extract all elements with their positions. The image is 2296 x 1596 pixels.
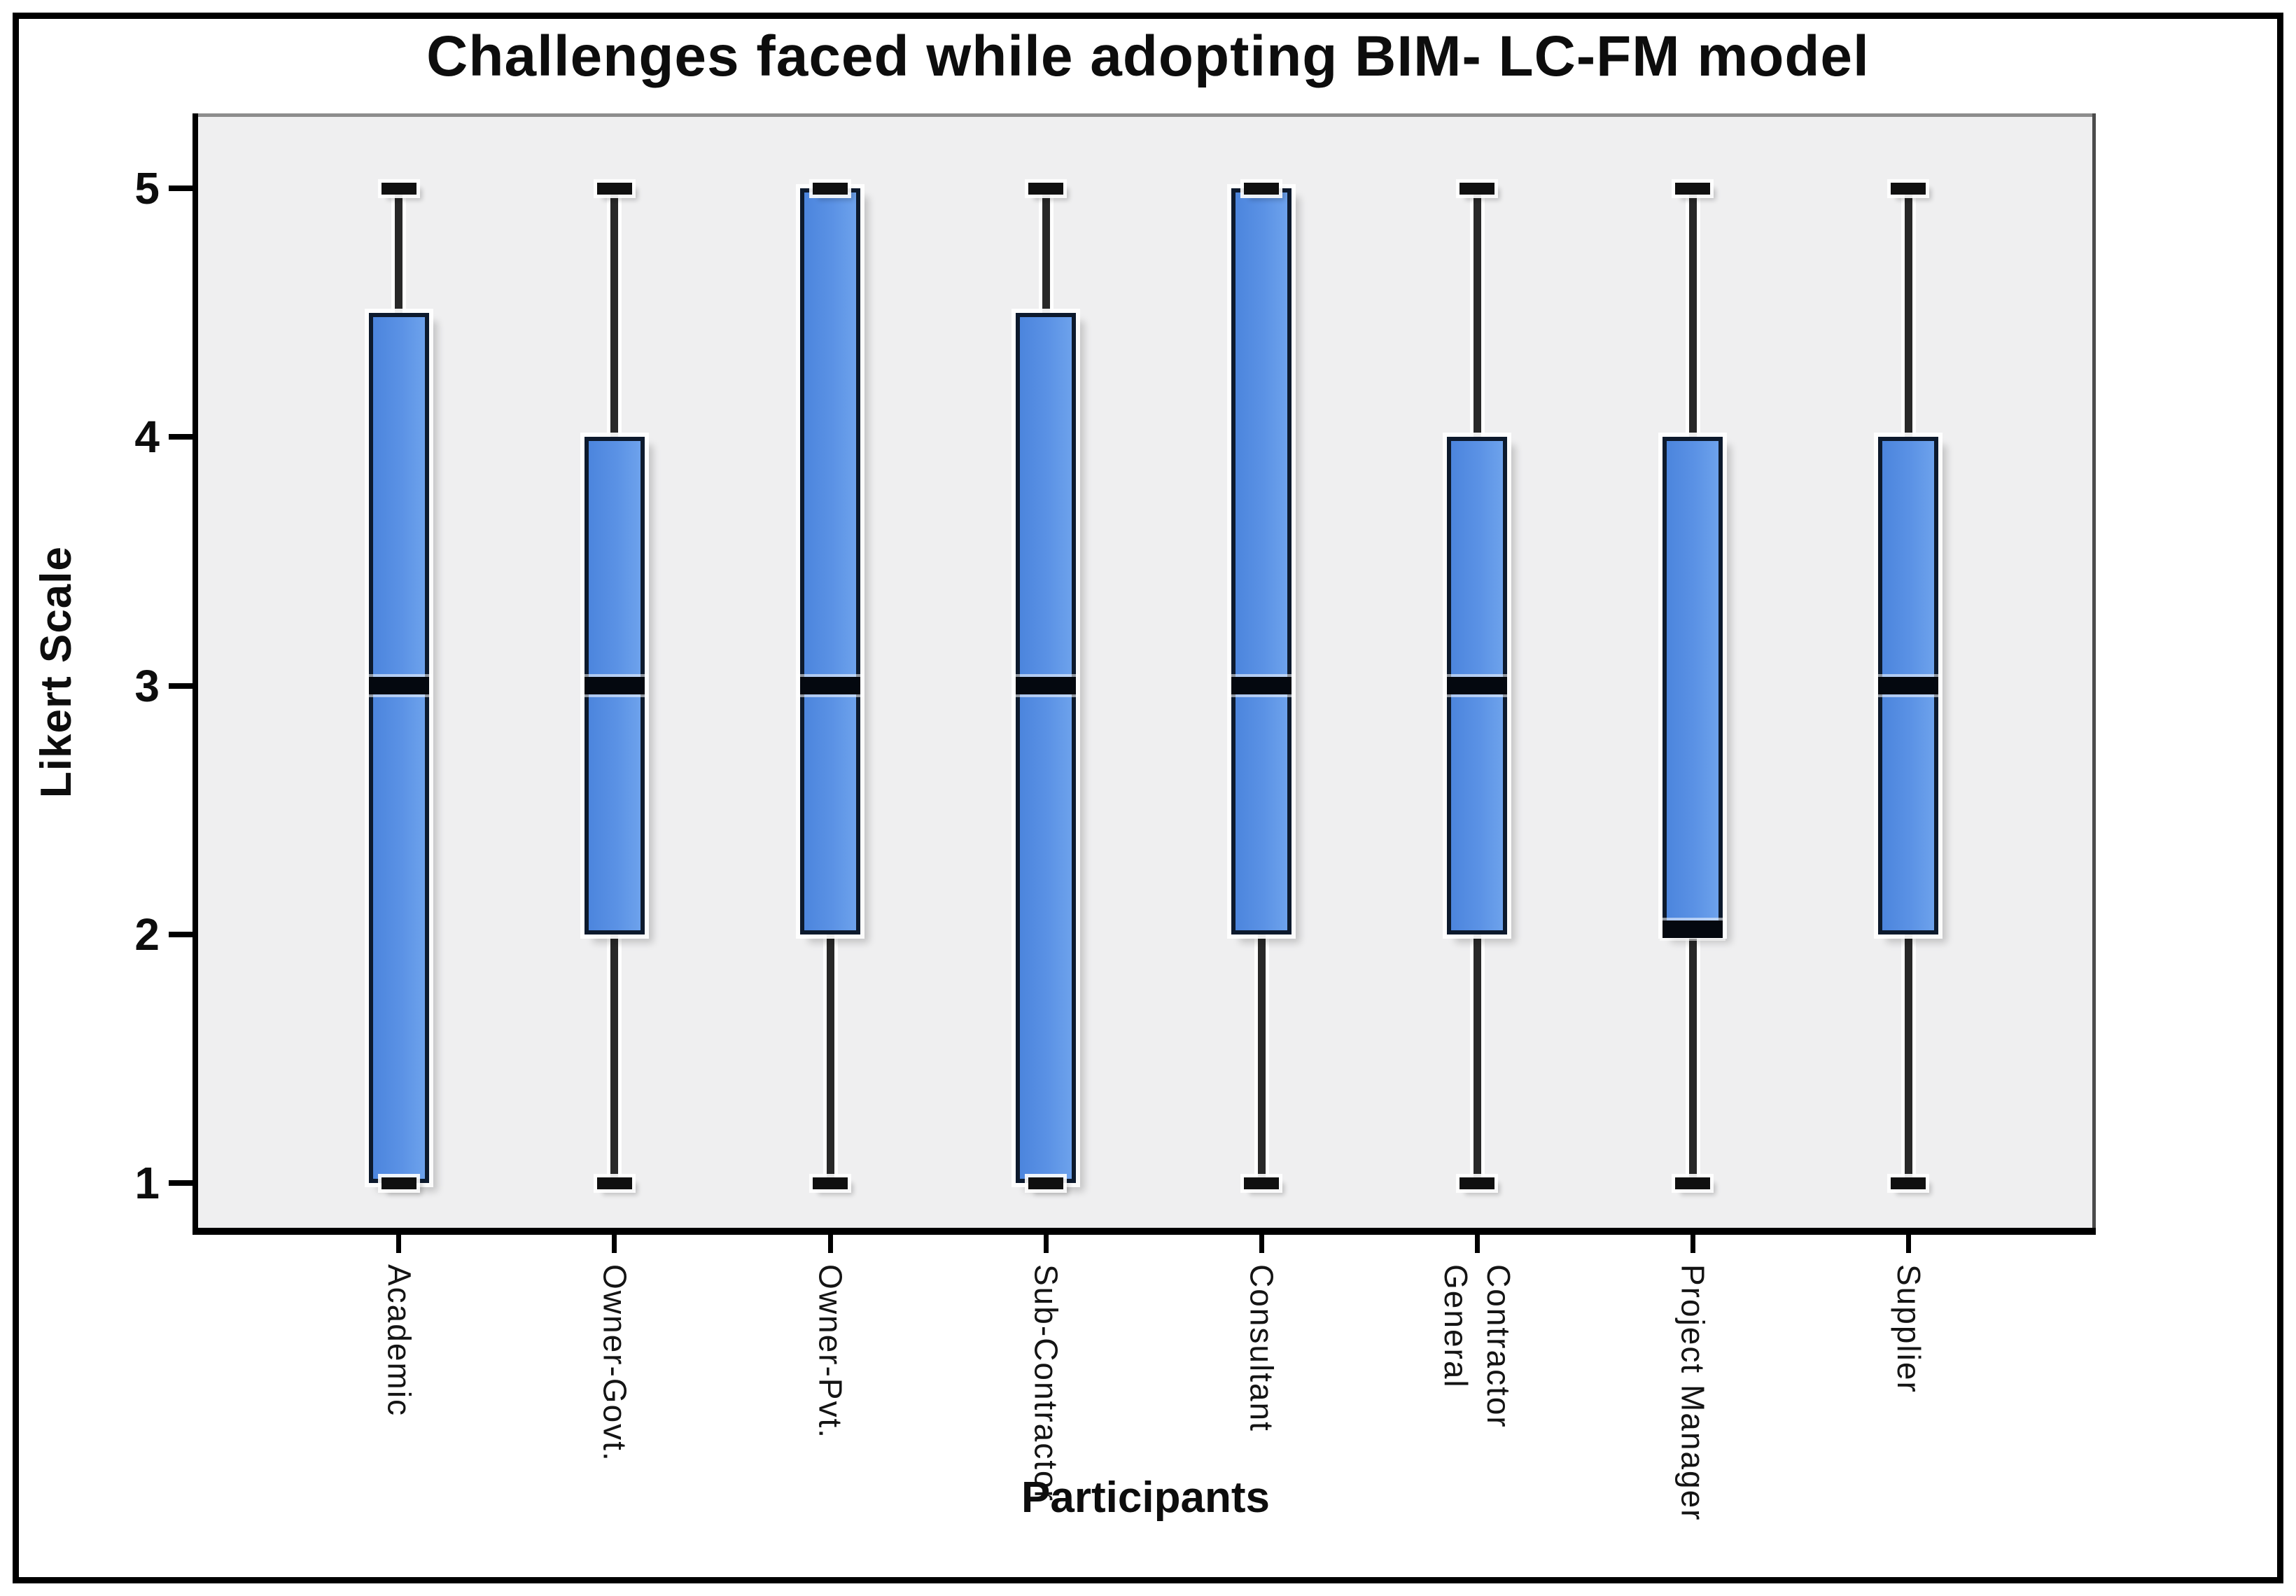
median-line — [1447, 677, 1508, 695]
whisker-cap-max — [381, 182, 416, 195]
x-category-label-line: Sub-Contractor — [1028, 1264, 1065, 1502]
x-category-label-line: Contractor — [1480, 1264, 1518, 1429]
x-category-label: Academic — [380, 1264, 417, 1417]
x-category-label-line: Academic — [381, 1264, 418, 1417]
y-tick-mark — [169, 931, 192, 937]
x-tick-mark — [1690, 1228, 1695, 1253]
whisker-cap-max — [1675, 182, 1711, 195]
y-tick-mark — [169, 682, 192, 689]
y-tick-label: 1 — [134, 1158, 160, 1209]
x-category-label: Owner-Govt. — [596, 1264, 634, 1462]
x-category-label-line: Consultant — [1243, 1264, 1280, 1432]
x-category-label-line: Owner-Govt. — [596, 1264, 634, 1462]
whisker-cap-min — [1244, 1177, 1280, 1189]
y-tick-mark — [169, 1180, 192, 1186]
whisker-cap-max — [1028, 182, 1064, 195]
plot-top-border — [198, 113, 2096, 117]
y-tick-label: 2 — [134, 909, 160, 960]
y-tick-mark — [169, 186, 192, 192]
chart-title: Challenges faced while adopting BIM- LC-… — [426, 24, 1870, 88]
y-tick-label: 4 — [134, 412, 160, 463]
x-tick-mark — [1259, 1228, 1264, 1253]
whisker-cap-min — [1460, 1177, 1495, 1189]
whisker-cap-min — [813, 1177, 848, 1189]
x-axis-line — [192, 1228, 2096, 1235]
whisker-cap-min — [1675, 1177, 1711, 1189]
x-category-label: Consultant — [1243, 1264, 1280, 1432]
x-category-label: Owner-Pvt. — [812, 1264, 849, 1440]
x-category-label-line: Supplier — [1890, 1264, 1927, 1394]
whisker-cap-max — [1891, 182, 1926, 195]
median-line — [584, 677, 645, 695]
x-tick-mark — [1043, 1228, 1049, 1253]
whisker-cap-max — [596, 182, 632, 195]
whisker-cap-max — [813, 182, 848, 195]
x-category-label-line: Owner-Pvt. — [812, 1264, 849, 1440]
y-tick-label: 5 — [134, 163, 160, 214]
box-iqr — [800, 188, 861, 934]
x-category-label: Supplier — [1890, 1264, 1927, 1394]
y-tick-mark — [169, 434, 192, 440]
y-axis-title: Likert Scale — [31, 545, 80, 799]
y-axis-title-wrap: Likert Scale — [24, 116, 88, 1228]
median-line — [1662, 920, 1723, 938]
x-tick-mark — [1474, 1228, 1480, 1253]
box-iqr — [368, 312, 429, 1184]
y-tick-label: 3 — [134, 660, 160, 711]
x-axis-title: Participants — [1021, 1474, 1270, 1522]
whisker-cap-max — [1460, 182, 1495, 195]
median-line — [1231, 677, 1292, 695]
median-line — [368, 677, 429, 695]
plot-right-border — [2092, 113, 2096, 1228]
x-tick-mark — [612, 1228, 617, 1253]
box-iqr — [1662, 437, 1723, 934]
x-tick-mark — [827, 1228, 833, 1253]
box-iqr — [1231, 188, 1292, 934]
plot-area: Likert Scale 5 4 3 2 1 Academic Owner-Govt. Own… — [32, 113, 2096, 1522]
x-category-label: General Contractor — [1437, 1264, 1517, 1429]
median-line — [1016, 677, 1077, 695]
x-category-label: Sub-Contractor — [1028, 1264, 1065, 1502]
box-iqr — [1016, 312, 1077, 1184]
whisker-cap-min — [1891, 1177, 1926, 1189]
whisker-cap-min — [381, 1177, 416, 1189]
x-tick-mark — [396, 1228, 402, 1253]
x-category-label: Project Manager — [1674, 1264, 1712, 1522]
median-line — [1878, 677, 1939, 695]
x-tick-mark — [1905, 1228, 1911, 1253]
x-category-label-line: General — [1438, 1264, 1475, 1389]
whisker-cap-max — [1244, 182, 1280, 195]
whisker-cap-min — [1028, 1177, 1064, 1189]
y-axis-line — [192, 113, 198, 1235]
x-category-label-line: Project Manager — [1674, 1264, 1712, 1522]
median-line — [800, 677, 861, 695]
whisker-cap-min — [596, 1177, 632, 1189]
